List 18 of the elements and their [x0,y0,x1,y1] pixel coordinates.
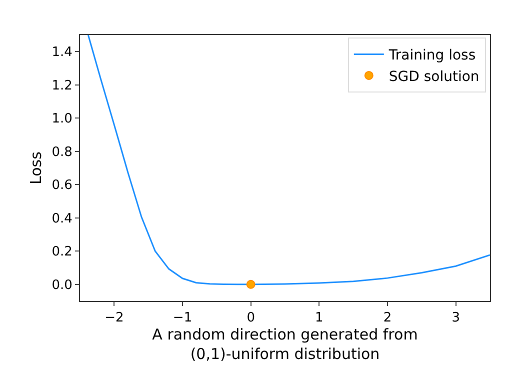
x-tick-label: −1 [172,310,192,326]
y-tick-label: 0.2 [52,244,72,260]
x-tick-label: 0 [246,310,255,326]
y-tick-label: 0.6 [52,178,72,194]
legend-label: SGD solution [388,68,480,85]
x-tick-label: 3 [452,310,460,326]
y-tick-label: 1.2 [52,78,72,94]
x-axis-title: A random direction generated from (0,1)-uniform distribution [152,326,418,364]
y-tick-label: 0.4 [52,211,72,226]
legend-label: Training loss [388,48,476,64]
y-tick-label: 0.8 [52,144,72,160]
x-tick-label: −2 [104,310,124,326]
x-tick-label: 2 [383,310,392,326]
y-axis-title: Loss [26,151,45,184]
y-tick-label: 1.0 [52,112,72,127]
y-tick-label: 1.4 [52,45,72,60]
x-tick-label: 1 [315,310,324,326]
y-tick-label: 0.0 [52,278,72,293]
